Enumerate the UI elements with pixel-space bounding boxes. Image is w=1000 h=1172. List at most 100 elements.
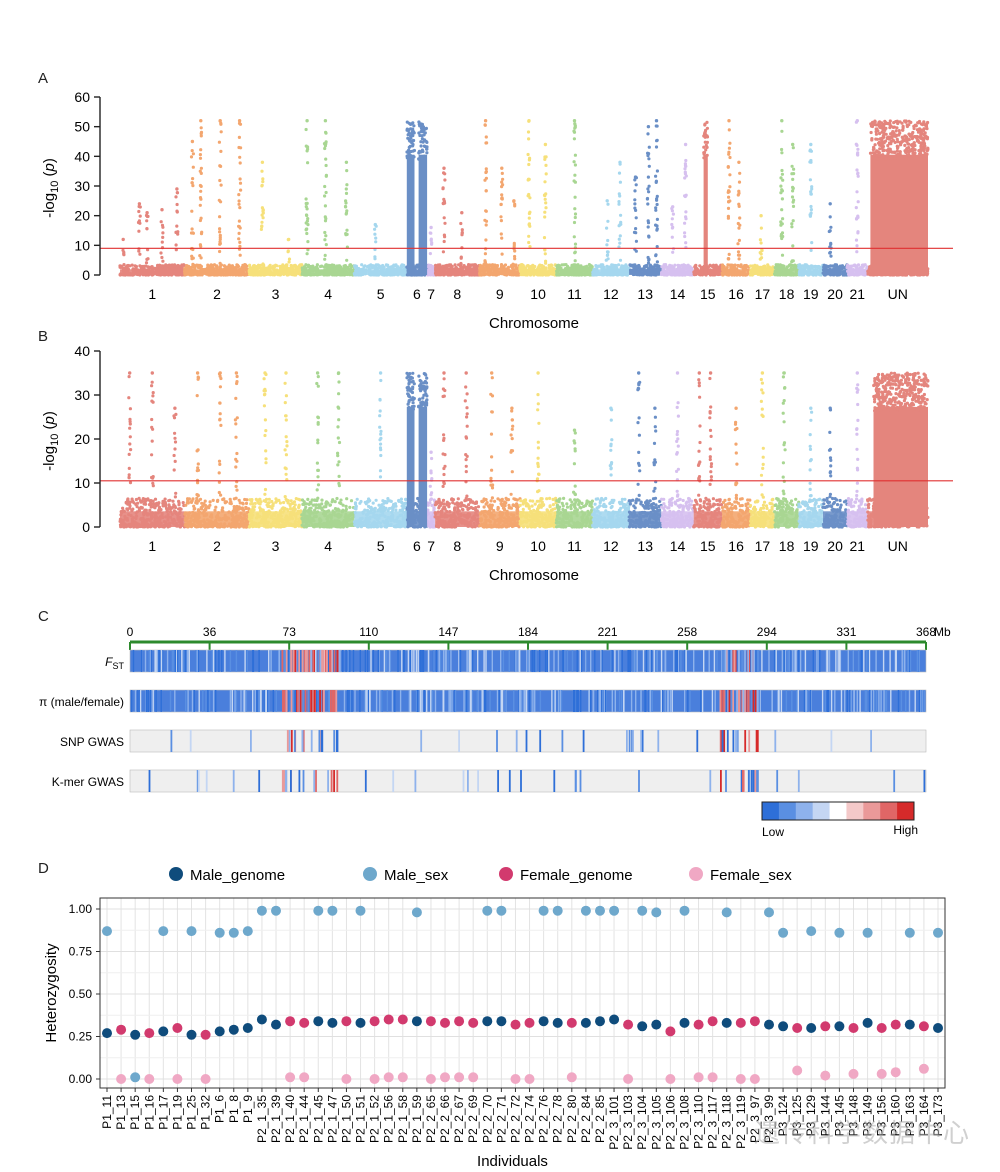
snp-point bbox=[595, 265, 599, 269]
snp-peak-point bbox=[175, 187, 179, 191]
snp-point bbox=[198, 203, 202, 207]
snp-point bbox=[543, 180, 547, 184]
snp-point bbox=[438, 265, 442, 269]
snp-point bbox=[235, 263, 239, 267]
snp-point bbox=[904, 135, 908, 139]
snp-point bbox=[405, 156, 409, 160]
snp-point bbox=[191, 262, 195, 266]
snp-point bbox=[880, 139, 885, 144]
snp-point bbox=[215, 265, 219, 269]
snp-baseline-band bbox=[661, 269, 694, 275]
snp-point bbox=[267, 266, 271, 270]
snp-point bbox=[915, 128, 920, 132]
snp-point bbox=[921, 123, 925, 127]
snp-point bbox=[704, 156, 708, 160]
snp-point bbox=[305, 149, 309, 153]
snp-peak-point bbox=[344, 160, 349, 164]
snp-point bbox=[542, 236, 547, 240]
snp-point bbox=[306, 217, 310, 221]
snp-point bbox=[219, 183, 223, 187]
snp-point bbox=[283, 266, 287, 270]
snp-point bbox=[459, 256, 463, 260]
snp-point bbox=[134, 264, 138, 269]
snp-point bbox=[774, 263, 778, 267]
snp-point bbox=[196, 265, 200, 269]
snp-point bbox=[408, 144, 412, 148]
snp-point bbox=[527, 177, 531, 181]
snp-point bbox=[922, 156, 926, 160]
snp-point bbox=[219, 149, 223, 153]
snp-point bbox=[703, 140, 707, 144]
snp-point bbox=[915, 136, 919, 140]
snp-point bbox=[345, 209, 349, 213]
snp-point bbox=[888, 126, 892, 130]
snp-peak-point bbox=[633, 175, 638, 179]
snp-point bbox=[419, 144, 423, 148]
snp-point bbox=[191, 184, 195, 188]
snp-point bbox=[219, 130, 223, 134]
snp-point bbox=[176, 263, 180, 268]
snp-point bbox=[198, 243, 202, 247]
snp-point bbox=[634, 183, 638, 187]
snp-point bbox=[281, 264, 285, 268]
snp-point bbox=[874, 150, 879, 154]
snp-point bbox=[573, 212, 578, 216]
snp-point bbox=[190, 181, 194, 185]
snp-point bbox=[544, 172, 548, 176]
snp-point bbox=[922, 149, 926, 153]
snp-point bbox=[459, 221, 463, 226]
snp-point bbox=[218, 261, 222, 265]
snp-point bbox=[144, 261, 149, 265]
snp-point bbox=[484, 189, 488, 193]
snp-peak-point bbox=[190, 139, 195, 144]
snp-point bbox=[429, 231, 433, 235]
snp-point bbox=[411, 142, 415, 147]
snp-point bbox=[261, 262, 265, 266]
snp-point bbox=[904, 119, 908, 123]
snp-point bbox=[500, 180, 504, 184]
snp-point bbox=[543, 197, 547, 201]
snp-point bbox=[893, 140, 897, 144]
snp-point bbox=[344, 191, 349, 195]
snp-peak-point bbox=[442, 166, 446, 170]
snp-point bbox=[324, 130, 328, 134]
snp-peak-point bbox=[160, 208, 164, 212]
snp-point bbox=[304, 144, 308, 148]
snp-point bbox=[442, 171, 446, 175]
snp-peak-point bbox=[218, 119, 222, 123]
snp-point bbox=[318, 264, 323, 269]
snp-point bbox=[406, 133, 410, 137]
snp-point bbox=[156, 263, 160, 267]
snp-point bbox=[896, 153, 901, 158]
snp-point bbox=[419, 140, 423, 144]
snp-point bbox=[373, 265, 377, 269]
snp-point bbox=[513, 257, 517, 261]
snp-peak-point bbox=[483, 119, 488, 123]
snp-point bbox=[870, 138, 874, 142]
snp-point bbox=[903, 143, 907, 147]
snp-point bbox=[323, 204, 327, 208]
snp-point bbox=[218, 249, 222, 254]
snp-point bbox=[323, 219, 328, 223]
snp-point bbox=[898, 140, 902, 145]
snp-point bbox=[425, 147, 429, 151]
snp-point bbox=[199, 134, 203, 138]
snp-point bbox=[543, 194, 547, 198]
snp-point bbox=[801, 264, 805, 268]
snp-point bbox=[412, 155, 416, 159]
snp-point bbox=[484, 223, 488, 227]
snp-point bbox=[605, 243, 609, 247]
snp-baseline-band bbox=[120, 269, 185, 275]
snp-point bbox=[919, 131, 923, 135]
snp-point bbox=[443, 264, 447, 268]
snp-point bbox=[918, 149, 923, 153]
snp-point bbox=[845, 265, 849, 269]
snp-point bbox=[121, 248, 125, 252]
snp-point bbox=[886, 135, 890, 140]
snp-point bbox=[910, 136, 915, 140]
snp-point bbox=[907, 132, 911, 136]
snp-point bbox=[306, 161, 310, 165]
snp-point bbox=[122, 263, 126, 267]
snp-point bbox=[161, 259, 165, 263]
snp-point bbox=[144, 264, 148, 268]
